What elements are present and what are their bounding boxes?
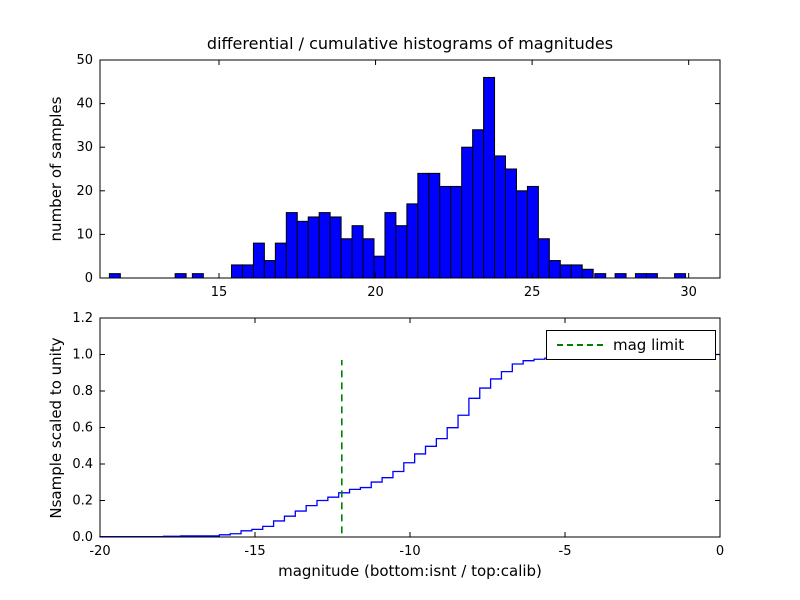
legend-dashed-line-icon — [557, 344, 603, 346]
histogram-bar — [395, 225, 408, 279]
histogram-bar — [384, 212, 397, 279]
histogram-bar — [450, 185, 463, 279]
histogram-bar — [472, 129, 485, 279]
y-tick-label: 1.0 — [72, 348, 93, 363]
histogram-bar — [505, 168, 517, 279]
histogram-bar — [548, 260, 561, 279]
x-tick-label: -10 — [399, 544, 420, 559]
y-tick-label: 40 — [76, 97, 93, 112]
top-y-axis-label: number of samples — [47, 96, 65, 242]
histogram-bar — [537, 238, 550, 279]
histogram-bar — [581, 268, 594, 279]
histogram-bar — [674, 273, 687, 279]
x-tick-label: -15 — [244, 544, 265, 559]
y-tick-label: 0 — [85, 271, 93, 286]
histogram-bar — [428, 172, 441, 279]
y-tick-label: 0.6 — [72, 421, 93, 436]
histogram-bar — [351, 225, 364, 279]
histogram-bar — [296, 220, 309, 279]
legend-label: mag limit — [613, 336, 685, 354]
y-tick-label: 0.8 — [72, 384, 93, 399]
y-tick-label: 30 — [76, 140, 93, 155]
y-tick-label: 1.2 — [72, 311, 93, 326]
y-tick-label: 10 — [76, 227, 93, 242]
histogram-bar — [362, 238, 375, 279]
legend: mag limit — [546, 330, 716, 360]
histogram-bar — [614, 273, 627, 279]
histogram-bar — [594, 273, 607, 279]
x-tick-label: -5 — [559, 544, 572, 559]
x-tick-label: 0 — [716, 544, 724, 559]
histogram-bar — [483, 76, 496, 279]
histogram-bar — [191, 273, 204, 279]
bottom-y-axis-label: Nsample scaled to unity — [47, 337, 65, 519]
histogram-bar — [329, 216, 342, 279]
x-tick-label: 30 — [680, 285, 697, 300]
cumulative-step-line — [99, 353, 720, 538]
histogram-bar — [285, 212, 298, 279]
x-tick-label: -20 — [89, 544, 110, 559]
y-tick-label: 0.2 — [72, 494, 93, 509]
histogram-bar — [570, 264, 583, 279]
bottom-axes: -20 -15 -10 -5 0 0.0 0.2 0.4 0.6 0.8 1.0 1.2 — [72, 311, 724, 559]
histogram-bar — [559, 264, 572, 279]
x-tick-label: 15 — [211, 285, 228, 300]
histogram-bar — [340, 238, 353, 279]
histogram-bar — [318, 212, 331, 279]
x-tick-label: 20 — [367, 285, 384, 300]
histogram-bar — [241, 264, 254, 279]
histogram-bar — [494, 155, 507, 279]
histogram-bar — [108, 273, 121, 279]
histogram-bar — [263, 260, 276, 279]
histogram-bar — [634, 273, 647, 279]
top-axes: 15 20 25 30 0 10 20 30 40 50 — [76, 53, 721, 300]
axes-frame — [99, 59, 721, 279]
y-tick-label: 0.4 — [72, 457, 93, 472]
chart-title: differential / cumulative histograms of … — [206, 34, 614, 53]
histogram-bar — [417, 172, 430, 279]
histogram-bar — [461, 146, 474, 279]
histogram-bar — [174, 273, 187, 279]
histogram-bar — [645, 273, 658, 279]
histogram-bar — [252, 242, 265, 279]
y-tick-label: 50 — [76, 53, 93, 68]
y-tick-label: 0.0 — [72, 530, 93, 545]
histogram-bar — [526, 185, 539, 279]
histogram-bar — [406, 203, 419, 279]
x-tick-label: 25 — [524, 285, 541, 300]
x-axis-label: magnitude (bottom:isnt / top:calib) — [278, 562, 542, 580]
y-tick-label: 20 — [76, 184, 93, 199]
histogram-bar — [274, 242, 287, 279]
histogram-bar — [307, 216, 320, 279]
histogram-bar — [515, 190, 528, 279]
histogram-bar — [231, 264, 243, 279]
histogram-bar — [439, 185, 452, 279]
